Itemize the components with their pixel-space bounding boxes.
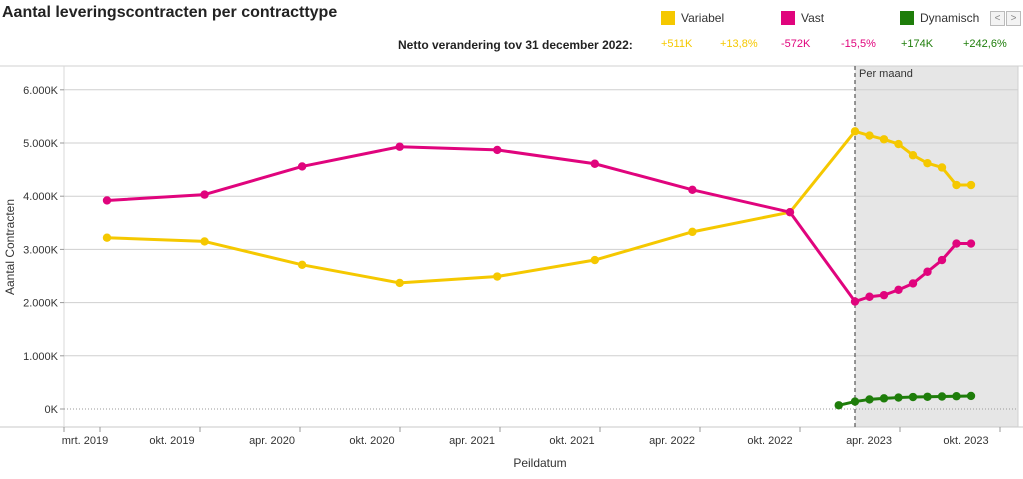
point-variabel-10 [879, 135, 889, 144]
y-tick-label-3: 3.000K [23, 244, 59, 256]
x-tick-label-8: apr. 2023 [846, 435, 892, 447]
point-variabel-6 [688, 227, 697, 237]
y-tick-label-5: 5.000K [23, 138, 59, 150]
legend-item-vast[interactable]: Vast [781, 11, 824, 25]
point-variabel-3 [395, 278, 404, 288]
point-variabel-12 [908, 151, 918, 160]
point-vast-4 [493, 145, 502, 155]
point-vast-12 [908, 279, 918, 288]
point-variabel-1 [200, 237, 209, 246]
chevron-right-icon[interactable]: > [1006, 11, 1021, 26]
y-tick-label-2: 2.000K [23, 298, 59, 310]
chevron-left-icon[interactable]: < [990, 11, 1005, 26]
legend-swatch-variabel [661, 11, 675, 25]
net-vast-abs: -572K [781, 38, 811, 50]
y-tick-label-0: 0K [45, 404, 59, 416]
point-dynamisch-5 [908, 392, 918, 402]
point-variabel-0 [102, 233, 112, 242]
x-axis-title: Peildatum [513, 456, 566, 470]
point-variabel-13 [923, 159, 932, 168]
net-dynamisch-abs: +174K [901, 38, 934, 50]
x-tick-label-4: apr. 2021 [449, 435, 495, 447]
x-tick-label-7: okt. 2022 [747, 435, 792, 447]
x-tick-label-0: mrt. 2019 [62, 435, 108, 447]
series-line-dynamisch [838, 394, 972, 407]
net-vast-pct: -15,5% [841, 38, 876, 50]
net-variabel-pct: +13,8% [720, 38, 758, 50]
point-dynamisch-4 [894, 393, 903, 402]
point-vast-7 [785, 207, 795, 217]
point-vast-6 [688, 185, 697, 195]
x-tick-label-2: apr. 2020 [249, 435, 295, 447]
page-title: Aantal leveringscontracten per contractt… [2, 4, 338, 21]
point-variabel-9 [865, 131, 874, 140]
y-tick-label-6: 6.000K [23, 85, 59, 97]
point-vast-2 [297, 162, 307, 171]
point-vast-1 [200, 190, 209, 199]
point-variabel-2 [297, 260, 307, 270]
x-tick-label-5: okt. 2021 [549, 435, 594, 447]
series-line-variabel [106, 129, 971, 285]
point-variabel-4 [493, 272, 502, 281]
point-variabel-15 [952, 180, 961, 190]
monthly-region [855, 66, 1018, 427]
point-variabel-14 [937, 163, 947, 172]
legend-swatch-dynamisch [900, 11, 914, 25]
series-line-vast [106, 145, 971, 304]
point-dynamisch-8 [952, 392, 961, 401]
point-vast-15 [952, 239, 961, 248]
point-vast-14 [937, 255, 947, 265]
monthly-annotation: Per maand [859, 68, 913, 80]
point-variabel-5 [590, 255, 600, 265]
point-dynamisch-3 [879, 394, 889, 403]
legend-item-variabel[interactable]: Variabel [661, 11, 724, 25]
y-tick-label-1: 1.000K [23, 351, 59, 363]
net-variabel-abs: +511K [661, 38, 693, 50]
y-tick-label-4: 4.000K [23, 191, 59, 203]
point-variabel-16 [966, 180, 976, 190]
point-dynamisch-2 [865, 395, 874, 404]
point-vast-3 [395, 142, 404, 151]
point-dynamisch-0 [834, 401, 843, 410]
x-tick-label-3: okt. 2020 [349, 435, 394, 447]
point-vast-11 [894, 285, 903, 295]
point-vast-0 [102, 196, 112, 205]
point-vast-8 [850, 297, 860, 306]
legend-label-dynamisch: Dynamisch [920, 11, 980, 25]
point-dynamisch-7 [937, 392, 947, 401]
y-axis-title: Aantal Contracten [3, 199, 17, 295]
point-dynamisch-6 [923, 392, 932, 401]
x-tick-label-6: apr. 2022 [649, 435, 695, 447]
point-vast-5 [590, 159, 600, 168]
point-dynamisch-1 [850, 397, 860, 406]
legend-label-variabel: Variabel [681, 11, 725, 25]
point-vast-10 [879, 290, 889, 300]
point-vast-9 [865, 292, 874, 301]
point-dynamisch-9 [966, 391, 976, 401]
x-tick-label-1: okt. 2019 [149, 435, 194, 447]
point-variabel-11 [894, 139, 903, 149]
point-vast-16 [966, 239, 976, 248]
net-change-label: Netto verandering tov 31 december 2022: [398, 38, 633, 52]
net-dynamisch-pct: +242,6% [963, 38, 1007, 50]
legend-nav: < > [990, 11, 1022, 26]
legend-label-vast: Vast [801, 11, 825, 25]
x-tick-label-9: okt. 2023 [943, 435, 988, 447]
legend-item-dynamisch[interactable]: Dynamisch [900, 11, 979, 25]
point-variabel-8 [850, 127, 860, 136]
point-vast-13 [923, 267, 932, 276]
legend-swatch-vast [781, 11, 795, 25]
